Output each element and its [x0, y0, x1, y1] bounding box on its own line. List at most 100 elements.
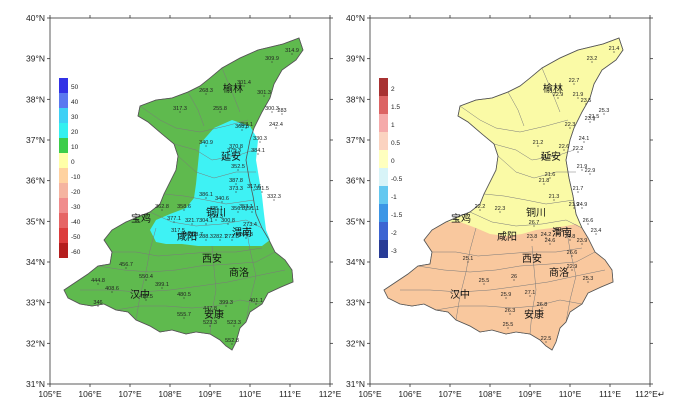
legend-label: -30 [71, 204, 81, 211]
legend-swatch [379, 222, 388, 240]
station-value: 24.9 [577, 202, 588, 208]
station-dot [215, 211, 217, 213]
station-value: 21.6 [545, 172, 556, 178]
station-value: 308.7 [189, 232, 203, 238]
station-dot [241, 129, 243, 131]
station-dot [275, 127, 277, 129]
station-value: 321.7 [185, 218, 199, 224]
station-value: 550.4 [139, 274, 153, 280]
station-value: 21.7 [541, 154, 552, 160]
station-dot [581, 243, 583, 245]
station-value: 377.1 [167, 216, 181, 222]
station-dot [467, 261, 469, 263]
station-dot [209, 325, 211, 327]
county-border [149, 211, 263, 229]
city-label: 宝鸡 [131, 212, 151, 225]
station-dot [233, 325, 235, 327]
station-value: 273.4 [243, 222, 257, 228]
station-dot [513, 279, 515, 281]
station-value: 242.4 [269, 122, 283, 128]
station-value: 425.1 [209, 206, 223, 212]
station-value: 22.3 [565, 122, 576, 128]
lat-tick-label: 36°N [26, 176, 45, 186]
station-dot [243, 85, 245, 87]
station-value: 419.5 [139, 294, 153, 300]
station-dot [577, 97, 579, 99]
lon-tick-label: 112°E↵ [635, 389, 665, 399]
station-value: 340.9 [199, 140, 213, 146]
county-border [541, 67, 561, 113]
lon-tick-label: 106°E [398, 389, 422, 399]
station-value: 21.4 [609, 46, 620, 52]
station-dot [545, 237, 547, 239]
station-dot [569, 239, 571, 241]
lon-tick-label: 107°E [118, 389, 142, 399]
station-value: 25.3 [583, 276, 594, 282]
lat-tick-label: 33°N [346, 298, 365, 308]
station-value: 26.8 [537, 302, 548, 308]
station-value: 283 [277, 108, 286, 114]
station-dot [183, 297, 185, 299]
lat-tick-label: 37°N [26, 135, 45, 145]
station-dot [205, 223, 207, 225]
station-dot [261, 191, 263, 193]
station-value: 304.1 [199, 218, 213, 224]
station-dot [587, 281, 589, 283]
legend-swatch [59, 168, 68, 183]
legend-label: 0 [391, 158, 395, 165]
station-dot [235, 191, 237, 193]
station-dot [205, 145, 207, 147]
legend-label: 1.5 [391, 104, 400, 111]
station-value: 362.8 [155, 204, 169, 210]
city-label: 咸阳 [177, 231, 197, 243]
county-border [209, 245, 217, 335]
station-dot [499, 211, 501, 213]
map-frame [369, 17, 651, 385]
legend-swatch [59, 93, 68, 108]
station-value: 25.3 [599, 108, 610, 114]
map-frame [49, 17, 331, 385]
county-border [469, 211, 583, 229]
county-border [507, 91, 525, 127]
station-value: 25.9 [501, 292, 512, 298]
station-dot [549, 243, 551, 245]
station-value: 268.3 [199, 88, 213, 94]
county-border [173, 143, 255, 161]
station-dot [219, 111, 221, 113]
station-dot [215, 219, 217, 221]
county-border [455, 227, 477, 321]
station-value: 399.1 [155, 282, 169, 288]
county-border [135, 227, 157, 321]
station-value: 22.9 [567, 264, 578, 270]
lon-tick-label: 111°E [279, 389, 301, 399]
legend-swatch [379, 168, 388, 186]
city-label: 延安 [541, 150, 561, 163]
station-dot [541, 307, 543, 309]
station-value: 24.2 [541, 232, 552, 238]
station-value: 340.6 [215, 196, 229, 202]
station-value: 26 [511, 274, 517, 280]
city-label: 榆林 [223, 82, 243, 95]
station-dot [145, 299, 147, 301]
station-dot [183, 209, 185, 211]
legend-label: -10 [71, 174, 81, 181]
legend-swatch [59, 78, 68, 93]
station-dot [545, 341, 547, 343]
station-value: 523.3 [227, 320, 241, 326]
station-value: 301.4 [237, 80, 251, 86]
lon-tick-label: 110°E [559, 389, 582, 399]
station-value: 317.5 [171, 228, 185, 234]
station-value: 314.9 [285, 48, 299, 54]
station-value: 386.1 [199, 192, 213, 198]
legend-label: 30 [71, 114, 79, 121]
legend-swatch [59, 213, 68, 228]
legend-label: 1 [391, 122, 395, 129]
legend-label: 40 [71, 99, 79, 106]
station-dot [593, 119, 595, 121]
station-value: 26.7 [529, 220, 540, 226]
station-dot [603, 113, 605, 115]
legend-swatch [59, 198, 68, 213]
station-value: 346 [93, 300, 102, 306]
station-value: 27.1 [525, 290, 536, 296]
